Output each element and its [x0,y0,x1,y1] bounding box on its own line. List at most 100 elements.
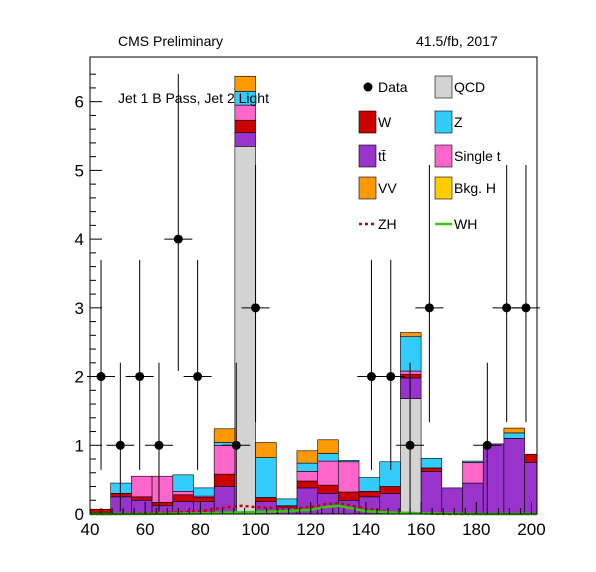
legend-label-ttbar: tt̄ [378,148,386,164]
bar-z-11 [318,454,339,462]
legend-label-w: W [378,114,392,130]
data-point-5 [193,372,202,381]
legend-swatch-ttbar [359,145,376,167]
bar-ttbar-1 [111,497,132,514]
bar-single_t-4 [173,491,194,494]
bar-z-18 [463,461,484,462]
bar-qcd-15 [400,399,421,514]
bar-w-4 [173,495,194,502]
bar-z-9 [276,499,297,506]
bar-qcd-7 [235,146,256,514]
bar-z-13 [359,478,380,492]
bar-w-5 [193,498,214,502]
data-point-7 [251,303,260,312]
bar-z-12 [338,460,359,461]
bar-ttbar-19 [483,444,504,514]
data-point-14 [521,303,530,312]
legend-marker-data [364,83,373,92]
region-label: Jet 1 B Pass, Jet 2 Light [118,90,269,106]
y-tick-label-2: 2 [75,368,84,387]
bar-single_t-2 [131,476,152,497]
bar-single_t-3 [152,476,173,502]
legend-label-data: Data [378,79,408,95]
x-tick-label-120: 120 [297,520,325,539]
bar-w-16 [421,468,442,471]
data-point-9 [386,372,395,381]
data-point-4 [174,235,183,244]
bar-ttbar-21 [525,462,537,514]
bar-w-12 [338,492,359,500]
data-points [87,74,540,511]
bar-w-0 [90,509,111,512]
legend-swatch-z [435,111,452,133]
legend-label-wh: WH [454,216,477,232]
data-point-3 [154,441,163,450]
bar-w-6 [214,474,235,486]
legend-swatch-qcd [435,76,452,98]
bar-w-13 [359,491,380,496]
bar-z-4 [173,475,194,491]
bar-single_t-12 [338,462,359,492]
y-tick-label-1: 1 [75,436,84,455]
y-tick-label-4: 4 [75,230,84,249]
legend-swatch-vv [359,177,376,199]
y-tick-label-5: 5 [75,161,84,180]
legend: Data QCD W Ztt̄ Single t VV Bkg. H ZH WH [359,76,501,232]
bar-z-15 [400,337,421,371]
x-tick-label-200: 200 [517,520,545,539]
legend-label-qcd: QCD [454,79,485,95]
y-tick-label-6: 6 [75,93,84,112]
x-tick-label-100: 100 [241,520,269,539]
legend-label-z: Z [454,114,463,130]
bar-single_t-10 [297,471,318,481]
bar-single_t-15 [400,371,421,374]
y-tick-label-3: 3 [75,299,84,318]
bar-vv-8 [256,443,277,458]
bar-w-8 [256,498,277,502]
bar-w-14 [380,487,401,494]
data-point-13 [502,303,511,312]
bar-z-5 [193,488,214,496]
bar-w-1 [111,493,132,496]
bar-w-3 [152,502,173,505]
bar-ttbar-16 [421,471,442,514]
bar-vv-11 [318,440,339,454]
data-point-10 [406,441,415,450]
legend-swatch-single_t [435,145,452,167]
bar-ttbar-17 [442,488,463,514]
bar-w-11 [318,485,339,493]
bar-z-20 [504,433,525,438]
x-tick-label-160: 160 [407,520,435,539]
data-point-12 [483,441,492,450]
legend-label-vv: VV [378,180,397,196]
data-point-6 [232,441,241,450]
data-point-2 [135,372,144,381]
x-tick-label-60: 60 [136,520,155,539]
bar-z-10 [297,463,318,471]
legend-label-single_t: Single t [454,148,501,164]
data-point-8 [367,372,376,381]
y-tick-label-0: 0 [75,505,84,524]
bar-z-1 [111,483,132,493]
x-tick-label-180: 180 [462,520,490,539]
bar-single_t-11 [318,461,339,485]
bar-z-8 [256,458,277,498]
legend-swatch-bkg_h [435,177,452,199]
bar-w-2 [131,497,152,500]
bar-single_t-6 [214,445,235,474]
bar-vv-10 [297,451,318,463]
bar-ttbar-20 [504,438,525,514]
bar-w-10 [297,481,318,488]
data-point-11 [425,303,434,312]
bar-vv-15 [400,333,421,337]
bar-w-7 [235,120,256,132]
x-tick-label-80: 80 [191,520,210,539]
bar-single_t-18 [463,462,484,483]
bar-z-14 [380,462,401,487]
bar-w-21 [525,454,537,462]
bar-z-16 [421,458,442,468]
bar-single_t-7 [235,105,256,120]
bar-vv-6 [214,429,235,443]
bar-ttbar-7 [235,133,256,147]
